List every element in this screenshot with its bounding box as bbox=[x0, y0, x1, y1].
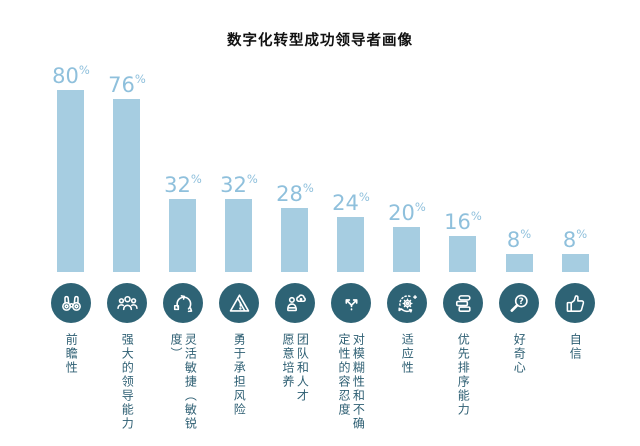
bar-category-label: 前瞻性 bbox=[64, 333, 79, 375]
bar-column-agility: 32% 灵活敏捷（敏锐度） bbox=[155, 60, 211, 445]
bar-column-confidence: 8% 自信 bbox=[547, 60, 603, 445]
thumbs-up-icon bbox=[555, 283, 595, 323]
agile-cycle-icon bbox=[163, 283, 203, 323]
bar-column-leadership: 76% 强大的领导能力 bbox=[99, 60, 155, 445]
bar-chart: 80% 前瞻性 76% bbox=[43, 60, 603, 445]
bar-column-talent: 28% 团队和人才 愿意培养 bbox=[267, 60, 323, 445]
warning-triangle-icon bbox=[219, 283, 259, 323]
bar-category-label: 适应性 bbox=[400, 333, 415, 375]
bar bbox=[449, 235, 477, 272]
bar bbox=[393, 226, 421, 272]
bar-column-foresight: 80% 前瞻性 bbox=[43, 60, 99, 445]
bar-column-risk: 32% 勇于承担风险 bbox=[211, 60, 267, 445]
bar-column-ambiguity: 24% 对模糊性和不确 定性的容忍度 bbox=[323, 60, 379, 445]
bar-category-label: 强大的领导能力 bbox=[120, 333, 135, 431]
bar-category-label: 对模糊性和不确 定性的容忍度 bbox=[337, 333, 366, 431]
bar bbox=[169, 199, 197, 272]
bar-value-label: 76% bbox=[108, 72, 146, 98]
chart-title: 数字化转型成功领导者画像 bbox=[227, 33, 413, 49]
bar-category-label: 自信 bbox=[568, 333, 583, 361]
bar-value-label: 24% bbox=[332, 190, 370, 216]
bar-category-label: 优先排序能力 bbox=[456, 333, 471, 417]
bar bbox=[505, 253, 533, 272]
bar-value-label: 8% bbox=[562, 226, 588, 252]
bar-column-adaptability: 20% 适应性 bbox=[379, 60, 435, 445]
bar bbox=[337, 217, 365, 272]
bar-column-curiosity: 8% ? 好奇心 bbox=[491, 60, 547, 445]
bar-value-label: 80% bbox=[52, 63, 90, 88]
magnifier-question-icon: ? bbox=[499, 283, 539, 323]
bar-category-label: 灵活敏捷（敏锐度） bbox=[169, 333, 198, 431]
fork-arrows-icon bbox=[331, 283, 371, 323]
bar-value-label: 32% bbox=[164, 172, 202, 198]
bar-column-prioritization: 16% 优先排序能力 bbox=[435, 60, 491, 445]
talent-training-icon bbox=[275, 283, 315, 323]
gear-orbit-icon bbox=[387, 283, 427, 323]
bar bbox=[113, 99, 141, 272]
bar-category-label: 勇于承担风险 bbox=[232, 333, 247, 417]
svg-text:?: ? bbox=[518, 297, 523, 307]
stacked-list-icon bbox=[443, 283, 483, 323]
bar-value-label: 28% bbox=[276, 181, 314, 207]
bar bbox=[281, 208, 309, 272]
bar bbox=[57, 90, 85, 272]
bar bbox=[225, 199, 253, 272]
bar-value-label: 32% bbox=[220, 172, 258, 198]
bar-value-label: 8% bbox=[506, 226, 532, 252]
binoculars-icon bbox=[51, 283, 91, 323]
bar bbox=[561, 253, 589, 272]
bar-category-label: 好奇心 bbox=[512, 333, 527, 375]
bar-category-label: 团队和人才 愿意培养 bbox=[281, 333, 310, 403]
bar-value-label: 16% bbox=[444, 208, 482, 234]
team-icon bbox=[107, 283, 147, 323]
bar-value-label: 20% bbox=[388, 199, 426, 225]
